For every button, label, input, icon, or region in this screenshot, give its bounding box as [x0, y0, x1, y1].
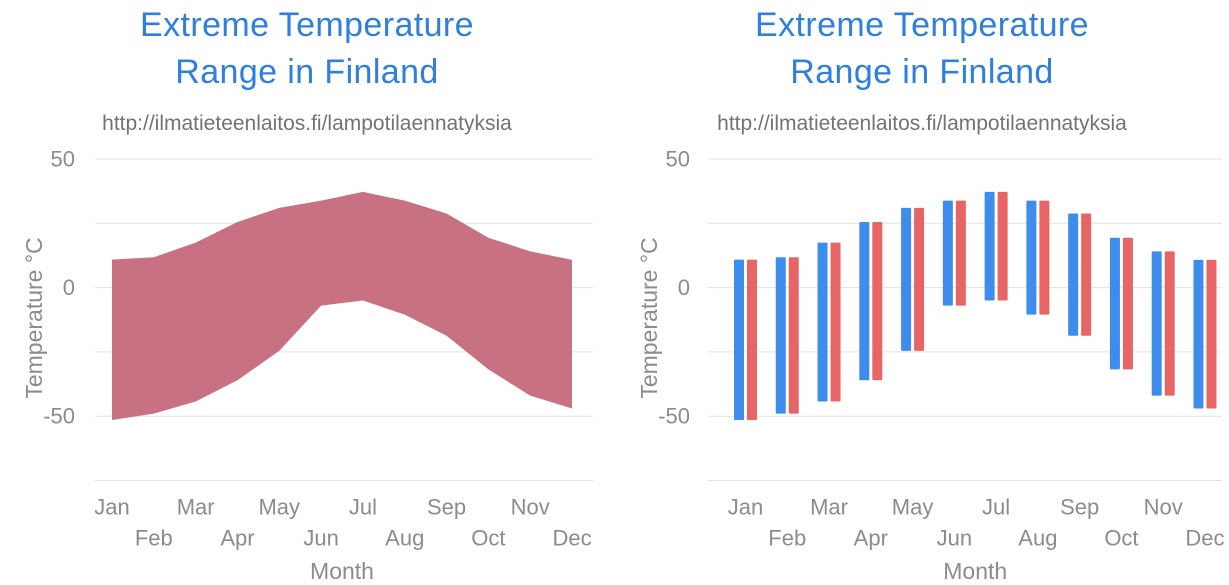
x-tick-label: Nov: [511, 495, 550, 520]
y-axis-title: Temperature °C: [636, 237, 662, 398]
x-tick-label: Sep: [427, 495, 466, 520]
x-tick-label: Apr: [220, 526, 254, 551]
area-chart-panel: Extreme Temperature Range in Finland htt…: [0, 0, 614, 585]
range-bar-blue: [859, 222, 870, 381]
range-bar-red: [914, 207, 925, 351]
y-tick-label: -50: [43, 404, 75, 429]
x-tick-label: Feb: [135, 526, 173, 551]
range-bar-blue: [817, 242, 828, 402]
range-bar-blue: [984, 191, 995, 301]
range-bar-blue: [901, 207, 912, 351]
bar-chart-panel: Extreme Temperature Range in Finland htt…: [615, 0, 1229, 585]
range-bar-red: [788, 257, 799, 414]
range-bar-red: [1206, 259, 1217, 409]
x-tick-label: Jun: [937, 526, 972, 551]
x-axis-title: Month: [943, 558, 1007, 584]
chart-title-line1: Extreme Temperature: [140, 6, 474, 44]
x-tick-label: Jan: [94, 495, 129, 520]
range-bar-red: [997, 191, 1008, 301]
range-bar-red: [1039, 200, 1050, 315]
chart-title-line2: Range in Finland: [790, 53, 1054, 91]
x-tick-label: May: [892, 495, 934, 520]
x-tick-label: Dec: [552, 526, 591, 551]
x-tick-label: Apr: [854, 526, 888, 551]
range-bar-blue: [1109, 237, 1120, 370]
x-tick-label: Jan: [728, 495, 763, 520]
y-tick-label: 0: [63, 275, 75, 300]
x-tick-label: Oct: [471, 526, 505, 551]
x-tick-label: Aug: [385, 526, 424, 551]
range-bar-red: [955, 200, 966, 306]
range-bar-blue: [1193, 259, 1204, 409]
range-bar-red: [1164, 251, 1175, 396]
x-tick-label: Mar: [177, 495, 215, 520]
x-tick-label: Feb: [768, 526, 806, 551]
range-bar-blue: [734, 259, 744, 421]
range-bar-red: [747, 259, 757, 421]
temperature-range-area: [112, 191, 573, 421]
range-bar-red: [872, 222, 883, 381]
range-bar-red: [830, 242, 841, 402]
chart-subtitle-url: http://ilmatieteenlaitos.fi/lampotilaenn…: [717, 112, 1127, 135]
y-tick-label: 50: [51, 147, 75, 172]
y-tick-label: 0: [678, 275, 690, 300]
chart-title: Extreme Temperature Range in Finland: [615, 2, 1229, 96]
y-tick-label: 50: [666, 147, 690, 172]
range-bar-red: [1122, 237, 1133, 370]
x-tick-label: May: [258, 495, 300, 520]
range-bar-blue: [1151, 251, 1162, 396]
x-tick-label: Jul: [349, 495, 377, 520]
x-tick-label: Sep: [1060, 495, 1099, 520]
range-bar-blue: [1026, 200, 1037, 315]
chart-subtitle-url: http://ilmatieteenlaitos.fi/lampotilaenn…: [102, 112, 512, 135]
x-tick-label: Dec: [1185, 526, 1224, 551]
x-tick-label: Jul: [982, 495, 1010, 520]
range-bar-red: [1081, 213, 1092, 336]
range-bar-blue: [775, 257, 786, 414]
y-tick-label: -50: [658, 404, 690, 429]
range-bar-blue: [942, 200, 953, 306]
y-axis-title: Temperature °C: [21, 237, 47, 398]
x-tick-label: Mar: [810, 495, 848, 520]
x-tick-label: Aug: [1018, 526, 1057, 551]
chart-title-line1: Extreme Temperature: [755, 6, 1089, 44]
chart-title: Extreme Temperature Range in Finland: [0, 2, 614, 96]
x-tick-label: Nov: [1144, 495, 1183, 520]
x-axis-title: Month: [310, 558, 374, 584]
range-bar-blue: [1068, 213, 1079, 336]
x-tick-label: Oct: [1104, 526, 1138, 551]
chart-title-line2: Range in Finland: [175, 53, 439, 91]
x-tick-label: Jun: [303, 526, 338, 551]
